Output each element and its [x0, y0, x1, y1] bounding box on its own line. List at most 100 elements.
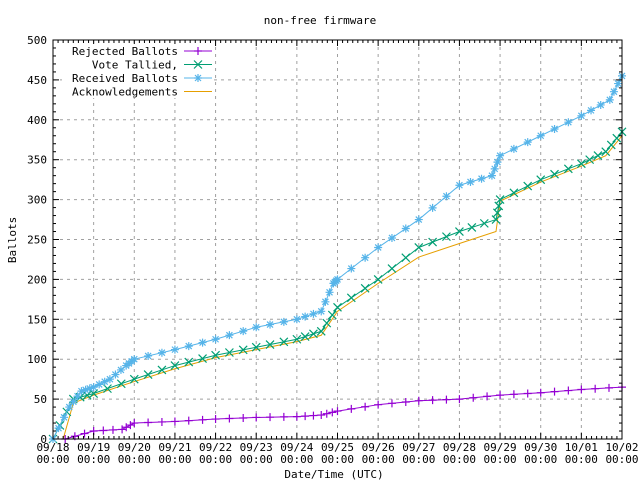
data-point: [198, 354, 207, 363]
data-point: [577, 385, 586, 394]
data-point: [523, 181, 533, 191]
data-point: [80, 429, 89, 438]
legend-marker: [194, 47, 202, 55]
data-point: [387, 264, 397, 273]
data-point: [373, 274, 383, 284]
data-point: [157, 417, 166, 426]
data-point: [593, 151, 603, 160]
y-tick-label: 150: [27, 313, 47, 326]
data-point: [563, 164, 573, 174]
data-point: [100, 377, 109, 386]
data-point: [144, 418, 153, 427]
data-point: [89, 383, 98, 392]
data-point: [609, 87, 618, 96]
data-point: [95, 380, 104, 389]
data-point: [239, 413, 248, 422]
data-point: [122, 423, 131, 432]
x-tick-label: 00:00: [362, 453, 395, 466]
data-point: [441, 232, 451, 242]
data-point: [490, 164, 499, 173]
data-point: [279, 317, 288, 326]
x-tick-label: 00:00: [524, 453, 557, 466]
data-point: [252, 323, 261, 332]
data-point: [550, 169, 559, 179]
data-point: [170, 345, 179, 354]
y-axis-label: Ballots: [6, 217, 19, 263]
data-point: [211, 415, 220, 424]
data-point: [89, 389, 99, 398]
x-tick-label: 00:00: [118, 453, 151, 466]
y-tick-label: 500: [27, 34, 47, 47]
y-tick-label: 200: [27, 273, 47, 286]
data-point: [428, 396, 437, 405]
data-point: [442, 192, 451, 201]
data-point: [265, 340, 275, 349]
data-point: [198, 338, 207, 347]
data-point: [493, 158, 502, 167]
data-point: [492, 208, 502, 218]
data-point: [604, 383, 613, 392]
legend-label: Vote Tallied,: [92, 59, 178, 72]
data-point: [477, 174, 486, 183]
data-point: [387, 399, 396, 408]
x-tick-label: 09/29: [484, 441, 517, 454]
data-point: [238, 345, 248, 355]
data-point: [585, 155, 595, 165]
x-tick-label: 09/22: [199, 441, 232, 454]
data-point: [129, 374, 139, 384]
data-point: [301, 312, 310, 321]
data-point: [361, 402, 370, 411]
data-point: [184, 357, 194, 367]
series-line-3: [62, 135, 623, 440]
data-point: [322, 318, 332, 328]
x-tick-label: 00:00: [158, 453, 191, 466]
x-tick-label: 00:00: [605, 453, 638, 466]
data-point: [321, 297, 330, 306]
data-point: [550, 387, 559, 396]
data-point: [479, 218, 489, 228]
data-point: [224, 348, 234, 357]
x-tick-label: 09/18: [36, 441, 69, 454]
data-point: [576, 159, 586, 169]
data-point: [103, 384, 112, 394]
x-tick-label: 09/30: [524, 441, 557, 454]
data-point: [251, 342, 261, 352]
x-tick-label: 09/25: [321, 441, 354, 454]
data-point: [157, 348, 166, 357]
series-line-0: [65, 386, 623, 440]
data-point: [198, 415, 207, 424]
data-point: [73, 392, 82, 401]
data-point: [414, 215, 423, 224]
data-point: [466, 177, 475, 186]
data-point: [327, 310, 337, 320]
x-tick-label: 00:00: [321, 453, 354, 466]
data-point: [322, 409, 331, 418]
data-point: [333, 275, 342, 284]
x-tick-label: 10/02: [605, 441, 638, 454]
data-point: [108, 425, 117, 434]
data-point: [239, 327, 248, 336]
data-point: [509, 144, 518, 153]
data-point: [301, 412, 310, 421]
y-tick-label: 450: [27, 74, 47, 87]
data-point: [170, 417, 179, 426]
data-point: [401, 224, 410, 233]
legend-label: Acknowledgements: [72, 86, 178, 99]
data-point: [85, 384, 94, 393]
data-point: [401, 397, 410, 406]
data-point: [116, 379, 126, 389]
data-point: [130, 355, 139, 364]
data-point: [587, 106, 596, 115]
data-point: [333, 302, 342, 312]
x-tick-label: 00:00: [240, 453, 273, 466]
x-tick-label: 00:00: [484, 453, 517, 466]
data-point: [252, 413, 261, 422]
data-point: [509, 188, 519, 198]
data-point: [536, 131, 545, 140]
y-tick-label: 300: [27, 194, 47, 207]
data-point: [54, 424, 63, 433]
legend-background: [62, 44, 214, 58]
data-point: [483, 392, 492, 401]
y-tick-label: 0: [40, 433, 47, 446]
legend-label: Rejected Ballots: [72, 45, 178, 58]
